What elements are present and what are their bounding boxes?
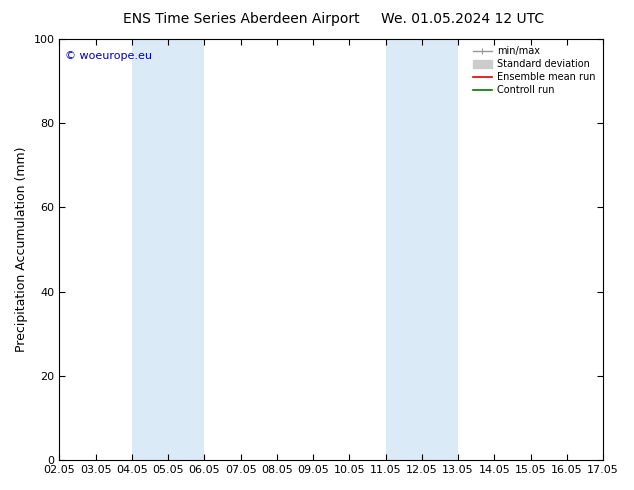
Legend: min/max, Standard deviation, Ensemble mean run, Controll run: min/max, Standard deviation, Ensemble me… [470, 44, 598, 98]
Y-axis label: Precipitation Accumulation (mm): Precipitation Accumulation (mm) [15, 147, 28, 352]
Text: © woeurope.eu: © woeurope.eu [65, 51, 152, 61]
Bar [385, 39, 458, 460]
Text: We. 01.05.2024 12 UTC: We. 01.05.2024 12 UTC [381, 12, 545, 26]
Text: ENS Time Series Aberdeen Airport: ENS Time Series Aberdeen Airport [122, 12, 359, 26]
Bar [132, 39, 204, 460]
